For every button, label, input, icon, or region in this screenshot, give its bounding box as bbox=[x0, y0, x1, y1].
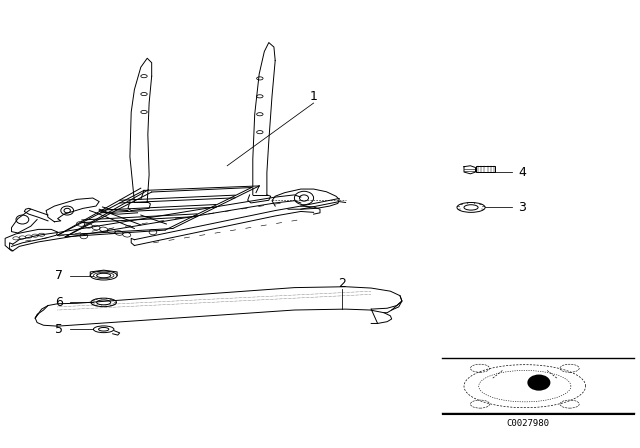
Text: 7: 7 bbox=[55, 269, 63, 282]
Text: C0027980: C0027980 bbox=[506, 419, 550, 428]
Text: 3: 3 bbox=[518, 201, 526, 214]
Text: 1: 1 bbox=[310, 90, 317, 103]
Ellipse shape bbox=[457, 202, 485, 212]
Ellipse shape bbox=[99, 327, 109, 331]
Ellipse shape bbox=[93, 272, 114, 279]
Ellipse shape bbox=[91, 298, 116, 307]
Text: 5: 5 bbox=[55, 323, 63, 336]
Ellipse shape bbox=[97, 300, 111, 305]
Ellipse shape bbox=[464, 205, 478, 210]
Ellipse shape bbox=[97, 273, 111, 278]
Ellipse shape bbox=[90, 271, 117, 280]
Bar bbox=[476, 166, 495, 172]
Ellipse shape bbox=[93, 326, 114, 332]
Text: 6: 6 bbox=[55, 296, 63, 309]
Text: 2: 2 bbox=[339, 276, 346, 290]
Circle shape bbox=[527, 375, 550, 391]
Text: 4: 4 bbox=[518, 166, 526, 179]
